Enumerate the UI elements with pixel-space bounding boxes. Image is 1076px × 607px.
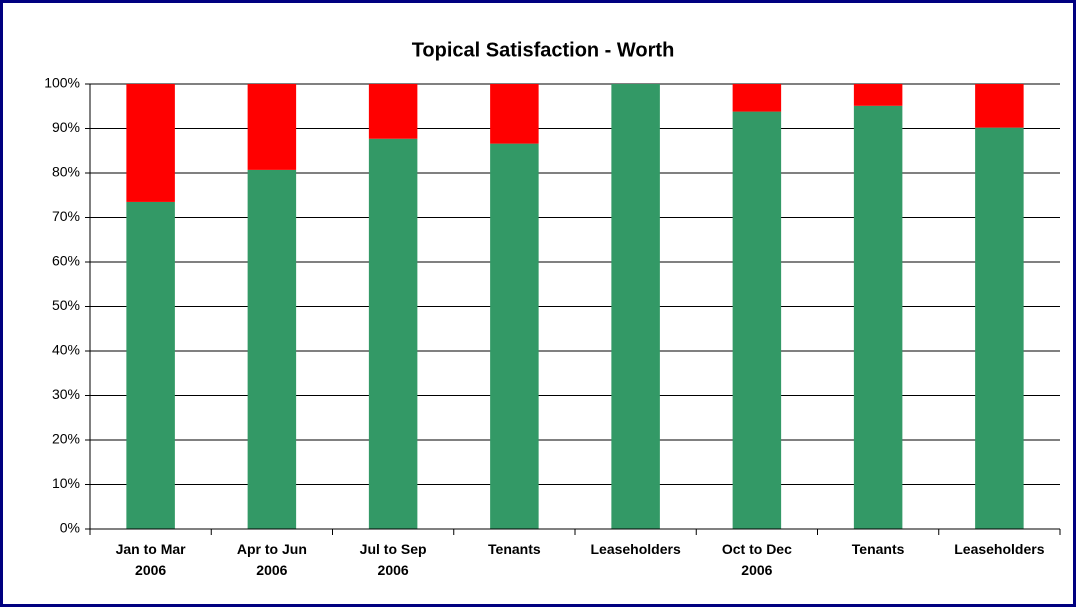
x-tick-label: Oct to Dec 2006 [721, 541, 792, 578]
x-tick-label: Leaseholders [590, 541, 681, 557]
bar-segment [975, 84, 1024, 128]
x-tick-label: Tenants [488, 541, 541, 557]
chart: Topical Satisfaction - Worth 0% 10% 20% 30%… [44, 39, 1061, 536]
bar-segment [368, 138, 418, 530]
chart-title: Topical Satisfaction - Worth [412, 39, 675, 61]
bar-segment [611, 84, 660, 529]
bar-segment [853, 84, 903, 106]
x-tick-label: Jan to Mar 2006 [115, 541, 186, 578]
x-tick-label: Jul to Sep 2006 [359, 541, 427, 578]
bar-segment [126, 201, 175, 530]
x-tick-label: Leaseholders [954, 541, 1045, 557]
bar-segment [853, 105, 903, 530]
y-tick-label: 10% [52, 475, 80, 491]
bar-segment [732, 111, 782, 529]
bar-segment [490, 143, 539, 529]
bar-segment [732, 84, 782, 112]
y-tick-label: 90% [52, 119, 80, 135]
y-tick-label: 60% [52, 253, 80, 269]
y-tick-label: 0% [60, 520, 80, 536]
bar-segment [247, 169, 297, 529]
y-tick-label: 100% [44, 75, 80, 91]
y-tick-label: 80% [52, 164, 80, 180]
bar-segment [975, 127, 1024, 530]
y-tick-label: 30% [52, 386, 80, 402]
bar-segment [247, 84, 297, 170]
bar-segment [126, 84, 175, 202]
y-tick-label: 50% [52, 297, 80, 313]
bar-segment [368, 84, 418, 139]
bar-segment [490, 84, 539, 144]
y-tick-label: 70% [52, 208, 80, 224]
x-tick-label: Tenants [851, 541, 905, 557]
x-tick-label: Apr to Jun 2006 [236, 541, 307, 578]
y-tick-label: 40% [52, 342, 80, 358]
y-tick-label: 20% [52, 431, 80, 447]
